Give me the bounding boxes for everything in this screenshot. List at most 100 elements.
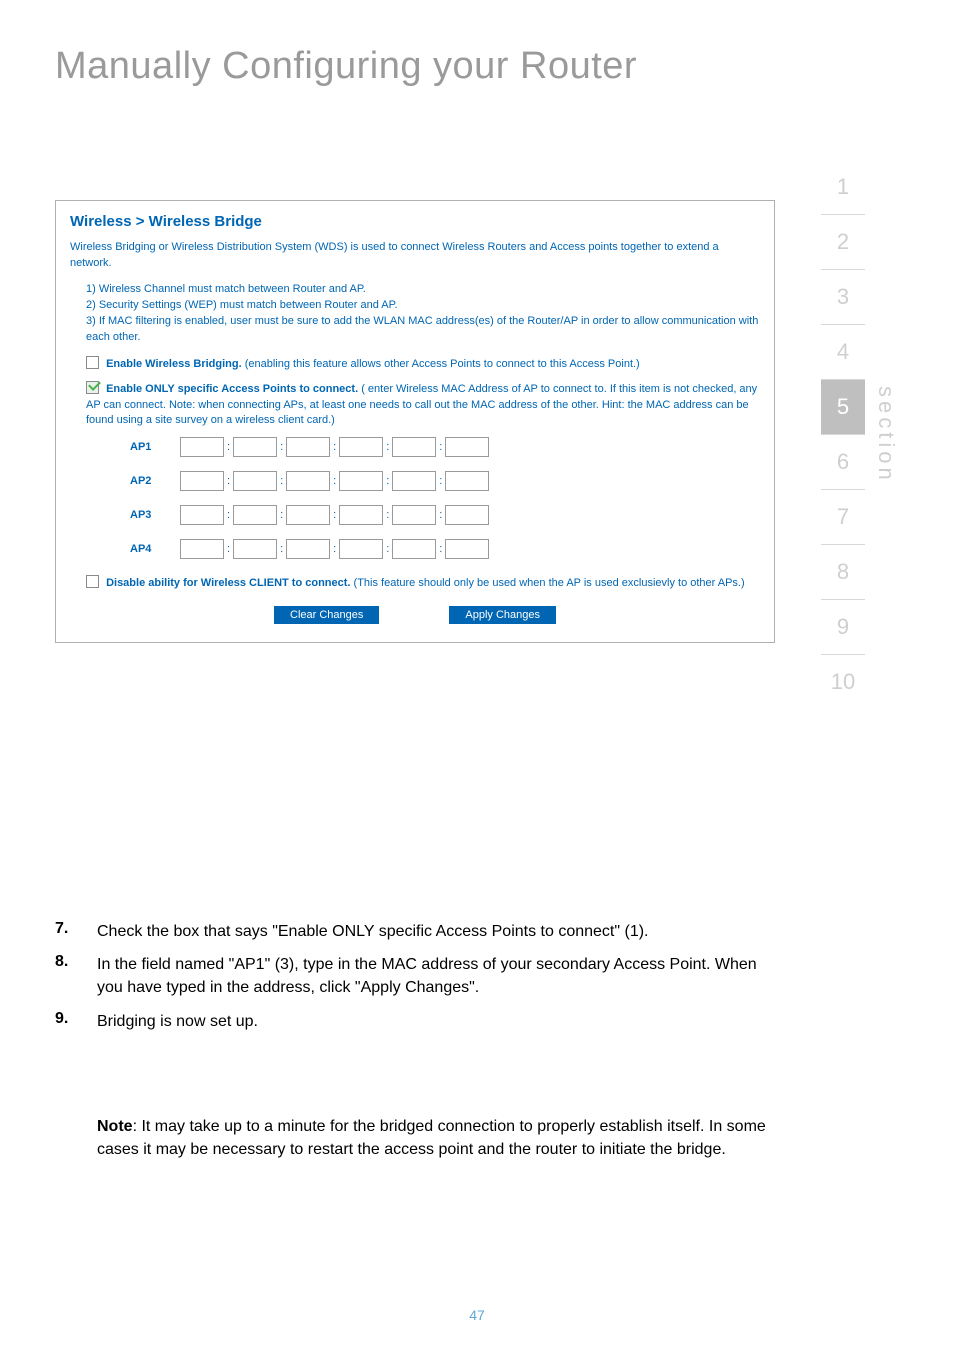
ap1-mac-5[interactable] [392,437,436,457]
ap2-mac-2[interactable] [233,471,277,491]
ap1-mac-1[interactable] [180,437,224,457]
mac-colon: : [386,475,389,487]
nav-column: 1 2 3 4 5 6 7 8 9 10 [821,160,865,709]
clear-changes-button[interactable]: Clear Changes [274,606,379,624]
enable-bridging-checkbox[interactable] [86,356,99,369]
button-row: Clear Changes Apply Changes [70,606,760,624]
ap1-mac-3[interactable] [286,437,330,457]
ap3-mac-4[interactable] [339,505,383,525]
mac-colon: : [386,441,389,453]
nav-item-5[interactable]: 5 [821,380,865,435]
disable-client-label-rest: (This feature should only be used when t… [350,577,744,589]
mac-colon: : [386,543,389,555]
mac-colon: : [439,509,442,521]
nav-item-3[interactable]: 3 [821,270,865,325]
ap1-mac-6[interactable] [445,437,489,457]
ap2-mac-5[interactable] [392,471,436,491]
ap2-mac-4[interactable] [339,471,383,491]
ap2-label: AP2 [130,475,180,487]
mac-colon: : [227,543,230,555]
mac-colon: : [386,509,389,521]
ap2-row: AP2 : : : : : [130,471,760,491]
ap2-mac-1[interactable] [180,471,224,491]
section-nav: 1 2 3 4 5 6 7 8 9 10 section [821,160,899,709]
ap3-mac-3[interactable] [286,505,330,525]
enable-specific-aps-row: Enable ONLY specific Access Points to co… [70,381,760,430]
ap3-mac-6[interactable] [445,505,489,525]
nav-item-6[interactable]: 6 [821,435,865,490]
list-text-8: In the field named "AP1" (3), type in th… [97,953,775,999]
mac-colon: : [439,441,442,453]
note-bold: Note [97,1118,133,1135]
mac-colon: : [280,441,283,453]
nav-item-7[interactable]: 7 [821,490,865,545]
req-3: 3) If MAC filtering is enabled, user mus… [86,314,760,346]
enable-specific-aps-label-bold: Enable ONLY specific Access Points to co… [106,383,358,395]
mac-colon: : [280,543,283,555]
nav-item-9[interactable]: 9 [821,600,865,655]
mac-colon: : [439,543,442,555]
list-item-9: 9. Bridging is now set up. [55,1010,775,1033]
ap2-mac-3[interactable] [286,471,330,491]
disable-client-label-bold: Disable ability for Wireless CLIENT to c… [106,577,350,589]
mac-colon: : [333,475,336,487]
list-text-9: Bridging is now set up. [97,1010,258,1033]
list-num-9: 9. [55,1010,97,1033]
mac-colon: : [227,441,230,453]
ap1-row: AP1 : : : : : [130,437,760,457]
ap1-mac-4[interactable] [339,437,383,457]
enable-bridging-label-bold: Enable Wireless Bridging. [106,358,242,370]
mac-colon: : [280,509,283,521]
list-num-8: 8. [55,953,97,999]
ap3-mac-group: : : : : : [180,505,489,525]
nav-item-4[interactable]: 4 [821,325,865,380]
ap3-row: AP3 : : : : : [130,505,760,525]
instruction-list: 7. Check the box that says "Enable ONLY … [55,920,775,1043]
disable-client-row: Disable ability for Wireless CLIENT to c… [70,575,760,592]
mac-colon: : [333,441,336,453]
ap1-label: AP1 [130,441,180,453]
ap3-mac-2[interactable] [233,505,277,525]
mac-colon: : [227,475,230,487]
mac-colon: : [280,475,283,487]
enable-bridging-row: Enable Wireless Bridging. (enabling this… [70,356,760,373]
req-2: 2) Security Settings (WEP) must match be… [86,298,760,314]
list-item-7: 7. Check the box that says "Enable ONLY … [55,920,775,943]
nav-item-2[interactable]: 2 [821,215,865,270]
ap3-mac-5[interactable] [392,505,436,525]
ap3-mac-1[interactable] [180,505,224,525]
ap4-mac-group: : : : : : [180,539,489,559]
mac-colon: : [333,543,336,555]
ap4-label: AP4 [130,543,180,555]
ap4-mac-2[interactable] [233,539,277,559]
ap1-mac-2[interactable] [233,437,277,457]
mac-colon: : [227,509,230,521]
ap3-label: AP3 [130,509,180,521]
ap4-mac-1[interactable] [180,539,224,559]
nav-item-8[interactable]: 8 [821,545,865,600]
nav-item-1[interactable]: 1 [821,160,865,215]
mac-colon: : [333,509,336,521]
panel-intro: Wireless Bridging or Wireless Distributi… [70,240,760,272]
req-1: 1) Wireless Channel must match between R… [86,282,760,298]
page-title: Manually Configuring your Router [55,45,637,88]
apply-changes-button[interactable]: Apply Changes [449,606,556,624]
list-item-8: 8. In the field named "AP1" (3), type in… [55,953,775,999]
enable-bridging-label-rest: (enabling this feature allows other Acce… [242,358,640,370]
ap4-mac-4[interactable] [339,539,383,559]
wireless-bridge-panel: Wireless > Wireless Bridge Wireless Brid… [55,200,775,643]
ap-inputs: AP1 : : : : : AP2 : : : : : AP3 [70,437,760,559]
disable-client-checkbox[interactable] [86,575,99,588]
enable-specific-aps-checkbox[interactable] [86,381,99,394]
nav-item-10[interactable]: 10 [821,655,865,709]
ap4-mac-3[interactable] [286,539,330,559]
note-block: Note: It may take up to a minute for the… [97,1115,775,1161]
ap2-mac-6[interactable] [445,471,489,491]
ap4-row: AP4 : : : : : [130,539,760,559]
ap4-mac-5[interactable] [392,539,436,559]
ap2-mac-group: : : : : : [180,471,489,491]
ap4-mac-6[interactable] [445,539,489,559]
note-rest: : It may take up to a minute for the bri… [97,1118,766,1158]
section-label: section [873,386,899,484]
panel-heading: Wireless > Wireless Bridge [70,213,760,230]
